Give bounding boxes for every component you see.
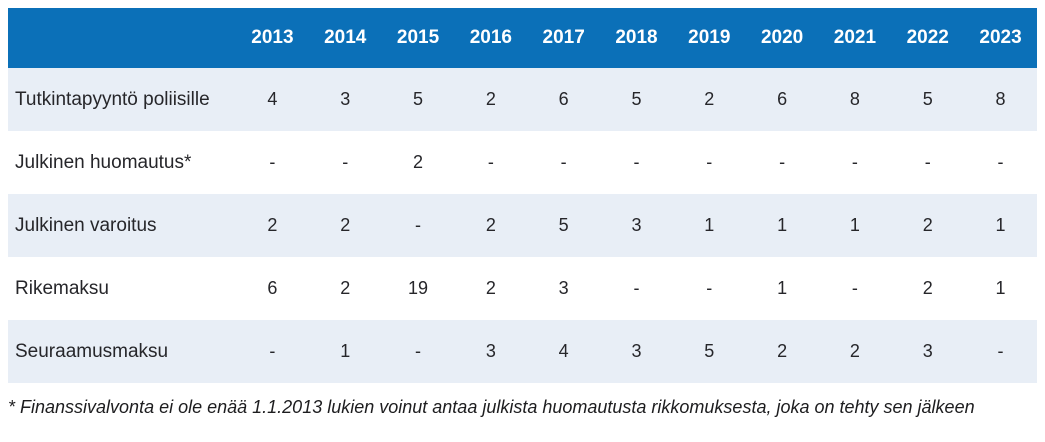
year-header-2022: 2022 bbox=[906, 27, 949, 48]
table-cell: 5 bbox=[704, 341, 715, 361]
table-cell: 2 bbox=[922, 215, 933, 235]
year-header-2020: 2020 bbox=[760, 27, 804, 48]
table-header-row: 2013 2014 2015 2016 2017 2018 2019 2020 … bbox=[8, 8, 1037, 68]
table-cell: - bbox=[851, 152, 858, 172]
table-cell: 1 bbox=[777, 215, 788, 235]
table-cell: 8 bbox=[849, 89, 860, 109]
table-cell: 3 bbox=[922, 341, 933, 361]
table-row-julkinen-varoitus: Julkinen varoitus 2 2 - 2 5 3 1 1 1 2 1 bbox=[8, 194, 1037, 257]
table-cell: 6 bbox=[558, 89, 569, 109]
table-cell: 3 bbox=[631, 215, 642, 235]
table-cell: - bbox=[706, 278, 713, 298]
header-corner-cell bbox=[8, 8, 236, 68]
table-cell: 2 bbox=[267, 215, 278, 235]
table-cell: 2 bbox=[485, 278, 496, 298]
table-row-julkinen-huomautus: Julkinen huomautus* - - 2 - - - - - - - … bbox=[8, 131, 1037, 194]
table-cell: - bbox=[997, 341, 1004, 361]
table-cell: 1 bbox=[340, 341, 351, 361]
year-header-2014: 2014 bbox=[324, 27, 367, 48]
table-cell: 3 bbox=[558, 278, 569, 298]
table-cell: 3 bbox=[631, 341, 642, 361]
table-cell: - bbox=[851, 278, 858, 298]
year-header-2015: 2015 bbox=[396, 27, 440, 48]
year-header-2016: 2016 bbox=[469, 27, 512, 48]
year-header-2021: 2021 bbox=[833, 27, 877, 48]
table-cell: 6 bbox=[267, 278, 278, 298]
table-cell: 6 bbox=[777, 89, 788, 109]
row-label: Seuraamusmaksu bbox=[15, 340, 169, 362]
table-cell: 2 bbox=[922, 278, 933, 298]
table-cell: - bbox=[633, 152, 640, 172]
table-cell: 2 bbox=[777, 341, 788, 361]
table-cell: 1 bbox=[995, 278, 1006, 298]
table-cell: 5 bbox=[558, 215, 569, 235]
table-cell: 2 bbox=[485, 215, 496, 235]
table-cell: 2 bbox=[340, 215, 351, 235]
table-cell: 1 bbox=[704, 215, 715, 235]
table-cell: - bbox=[415, 215, 422, 235]
table-cell: 4 bbox=[558, 341, 569, 361]
table-cell: - bbox=[342, 152, 349, 172]
table-row-tutkintapyynto: Tutkintapyyntö poliisille 4 3 5 2 6 5 2 … bbox=[8, 68, 1037, 131]
table-cell: 2 bbox=[849, 341, 860, 361]
table-cell: 2 bbox=[340, 278, 351, 298]
year-header-2023: 2023 bbox=[979, 27, 1022, 48]
table-cell: - bbox=[779, 152, 786, 172]
table-cell: - bbox=[269, 341, 276, 361]
table-cell: 2 bbox=[485, 89, 496, 109]
table-cell: - bbox=[997, 152, 1004, 172]
table-cell: 2 bbox=[413, 152, 424, 172]
table-cell: 3 bbox=[485, 341, 496, 361]
table-cell: 1 bbox=[995, 215, 1006, 235]
table-cell: - bbox=[924, 152, 931, 172]
table-footnote: * Finanssivalvonta ei ole enää 1.1.2013 … bbox=[8, 397, 975, 417]
row-label: Julkinen varoitus bbox=[15, 214, 157, 236]
sanctions-table: 2013 2014 2015 2016 2017 2018 2019 2020 … bbox=[8, 8, 1037, 383]
table-cell: 5 bbox=[631, 89, 642, 109]
table-cell: 1 bbox=[849, 215, 860, 235]
table-cell: 1 bbox=[777, 278, 788, 298]
table-cell: 2 bbox=[704, 89, 715, 109]
table-cell: 4 bbox=[267, 89, 278, 109]
table-cell: 8 bbox=[995, 89, 1006, 109]
year-header-2013: 2013 bbox=[251, 27, 294, 48]
year-header-2018: 2018 bbox=[615, 27, 658, 48]
table-cell: - bbox=[633, 278, 640, 298]
table-row-seuraamusmaksu: Seuraamusmaksu - 1 - 3 4 3 5 2 2 3 - bbox=[8, 320, 1037, 383]
table-cell: 5 bbox=[922, 89, 933, 109]
table-row-rikemaksu: Rikemaksu 6 2 19 2 3 - - 1 - 2 1 bbox=[8, 257, 1037, 320]
table-cell: - bbox=[560, 152, 567, 172]
table-cell: - bbox=[269, 152, 276, 172]
table-cell: 5 bbox=[413, 89, 424, 109]
table-cell: 3 bbox=[340, 89, 351, 109]
year-header-2017: 2017 bbox=[542, 27, 585, 48]
table-cell: - bbox=[415, 341, 422, 361]
row-label: Rikemaksu bbox=[15, 277, 109, 299]
year-header-2019: 2019 bbox=[688, 27, 731, 48]
row-label: Julkinen huomautus* bbox=[15, 151, 192, 173]
table-cell: - bbox=[487, 152, 494, 172]
table-cell: - bbox=[706, 152, 713, 172]
row-label: Tutkintapyyntö poliisille bbox=[15, 88, 210, 110]
table-cell: 19 bbox=[408, 278, 429, 298]
